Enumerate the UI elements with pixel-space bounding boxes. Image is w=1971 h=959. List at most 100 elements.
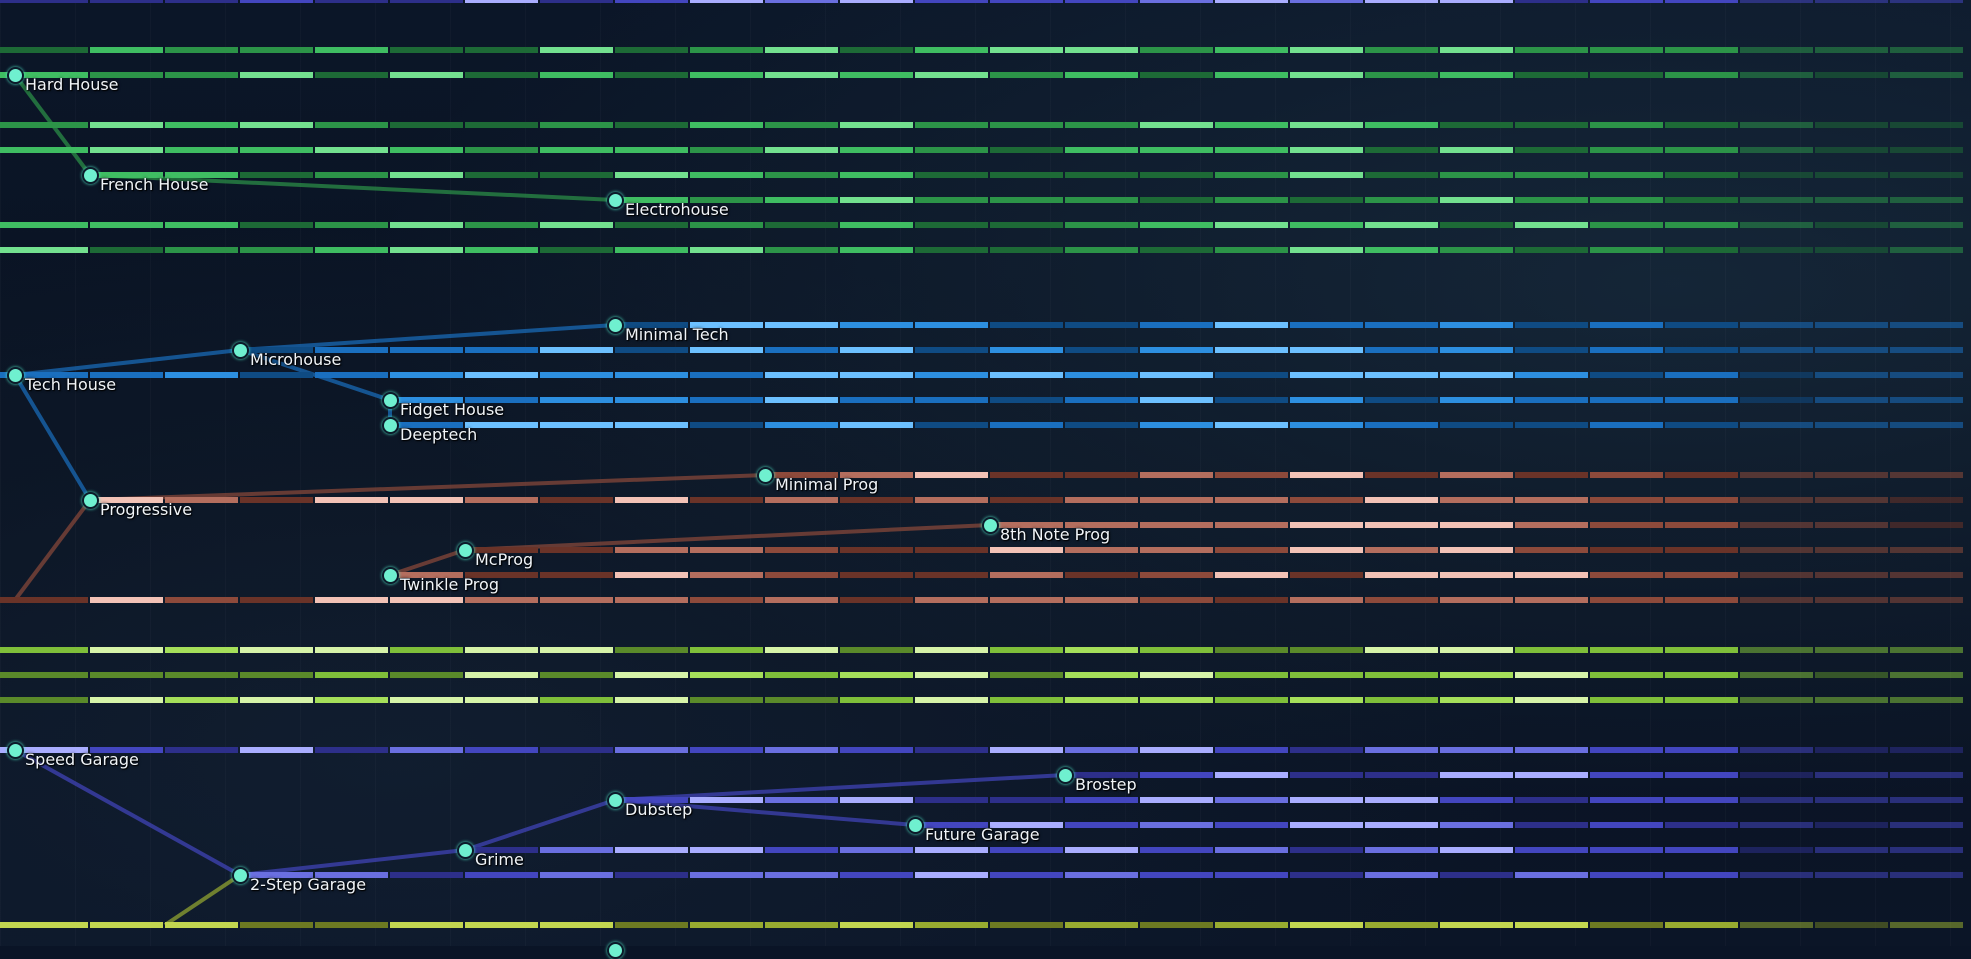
genre-label-speed-garage[interactable]: Speed Garage [25,750,139,769]
track-row [0,372,1971,378]
track-segment [240,647,313,653]
track-segment [915,0,988,3]
genre-node-8th-note-prog[interactable] [982,517,999,534]
track-segment [1365,397,1438,403]
genre-node-microhouse[interactable] [232,342,249,359]
track-segment [1665,797,1738,803]
track-segment [615,397,688,403]
track-segment [0,597,88,603]
genre-node-dubstep[interactable] [607,792,624,809]
track-segment [540,922,613,928]
track-segment [1590,72,1663,78]
track-segment [240,922,313,928]
track-segment [1815,372,1888,378]
track-segment [1290,922,1363,928]
track-segment [1740,547,1813,553]
track-segment [1590,922,1663,928]
genre-label-2-step-garage[interactable]: 2-Step Garage [250,875,367,894]
track-segment [1515,822,1588,828]
track-segment [1890,72,1963,78]
genre-label-french-house[interactable]: French House [100,175,209,194]
genre-label-brostep[interactable]: Brostep [1075,775,1137,794]
track-segment [690,597,763,603]
genre-node-hard-house[interactable] [7,67,24,84]
track-segment [840,647,913,653]
genre-label-deeptech[interactable]: Deeptech [400,425,478,444]
track-segment [690,847,763,853]
genre-label-microhouse[interactable]: Microhouse [250,350,342,369]
track-segment [690,697,763,703]
track-segment [1215,222,1288,228]
genre-label-8th-note-prog[interactable]: 8th Note Prog [1000,525,1111,544]
track-segment [1290,422,1363,428]
track-segment [1590,197,1663,203]
track-segment [1140,322,1213,328]
track-segment [1515,247,1588,253]
genre-label-dubstep[interactable]: Dubstep [625,800,693,819]
genre-node-speed-garage[interactable] [7,742,24,759]
track-segment [165,497,238,503]
track-segment [1665,372,1738,378]
genre-node-deeptech[interactable] [382,417,399,434]
track-row [90,497,1971,503]
genre-node-fidget-house[interactable] [382,392,399,409]
track-segment [1815,497,1888,503]
genre-label-mcprog[interactable]: McProg [475,550,534,569]
genre-node-future-garage[interactable] [907,817,924,834]
genre-label-twinkle-prog[interactable]: Twinkle Prog [400,575,499,594]
genre-node-minimal-tech[interactable] [607,317,624,334]
branch-line [163,873,242,927]
genre-node-electrohouse[interactable] [607,192,624,209]
track-segment [1140,797,1213,803]
genre-node-progressive[interactable] [82,492,99,509]
track-segment [315,47,388,53]
track-segment [1290,847,1363,853]
genre-node-grime[interactable] [457,842,474,859]
track-row [240,872,1971,878]
genre-label-minimal-tech[interactable]: Minimal Tech [625,325,729,344]
genre-label-minimal-prog[interactable]: Minimal Prog [775,475,879,494]
track-segment [1365,697,1438,703]
track-segment [90,497,163,503]
genre-label-progressive[interactable]: Progressive [100,500,193,519]
genre-node-french-house[interactable] [82,167,99,184]
genre-label-electrohouse[interactable]: Electrohouse [625,200,729,219]
track-segment [1815,147,1888,153]
track-segment [840,147,913,153]
track-segment [1140,672,1213,678]
track-segment [1890,497,1963,503]
genre-node-twinkle-prog[interactable] [382,567,399,584]
track-segment [540,397,613,403]
track-row [915,822,1971,828]
track-segment [1740,322,1813,328]
genre-label-grime[interactable]: Grime [475,850,524,869]
genre-node-offscreen[interactable] [607,942,624,959]
track-segment [1590,522,1663,528]
track-segment [690,347,763,353]
track-segment [540,572,613,578]
track-segment [1515,572,1588,578]
track-segment [1215,797,1288,803]
branch-line [239,323,616,352]
track-segment [1290,372,1363,378]
genre-label-future-garage[interactable]: Future Garage [925,825,1040,844]
track-segment [1140,347,1213,353]
track-segment [90,672,163,678]
track-segment [990,472,1063,478]
track-segment [1890,397,1963,403]
genre-node-brostep[interactable] [1057,767,1074,784]
track-segment [540,347,613,353]
track-segment [165,647,238,653]
genre-node-mcprog[interactable] [457,542,474,559]
genre-node-tech-house[interactable] [7,367,24,384]
genre-label-tech-house[interactable]: Tech House [25,375,117,394]
genre-node-minimal-prog[interactable] [757,467,774,484]
track-segment [465,872,538,878]
track-segment [540,847,613,853]
track-segment [1065,172,1138,178]
track-segment [615,597,688,603]
track-segment [390,697,463,703]
genre-node-2-step-garage[interactable] [232,867,249,884]
genre-label-fidget-house[interactable]: Fidget House [400,400,505,419]
genre-label-hard-house[interactable]: Hard House [25,75,119,94]
